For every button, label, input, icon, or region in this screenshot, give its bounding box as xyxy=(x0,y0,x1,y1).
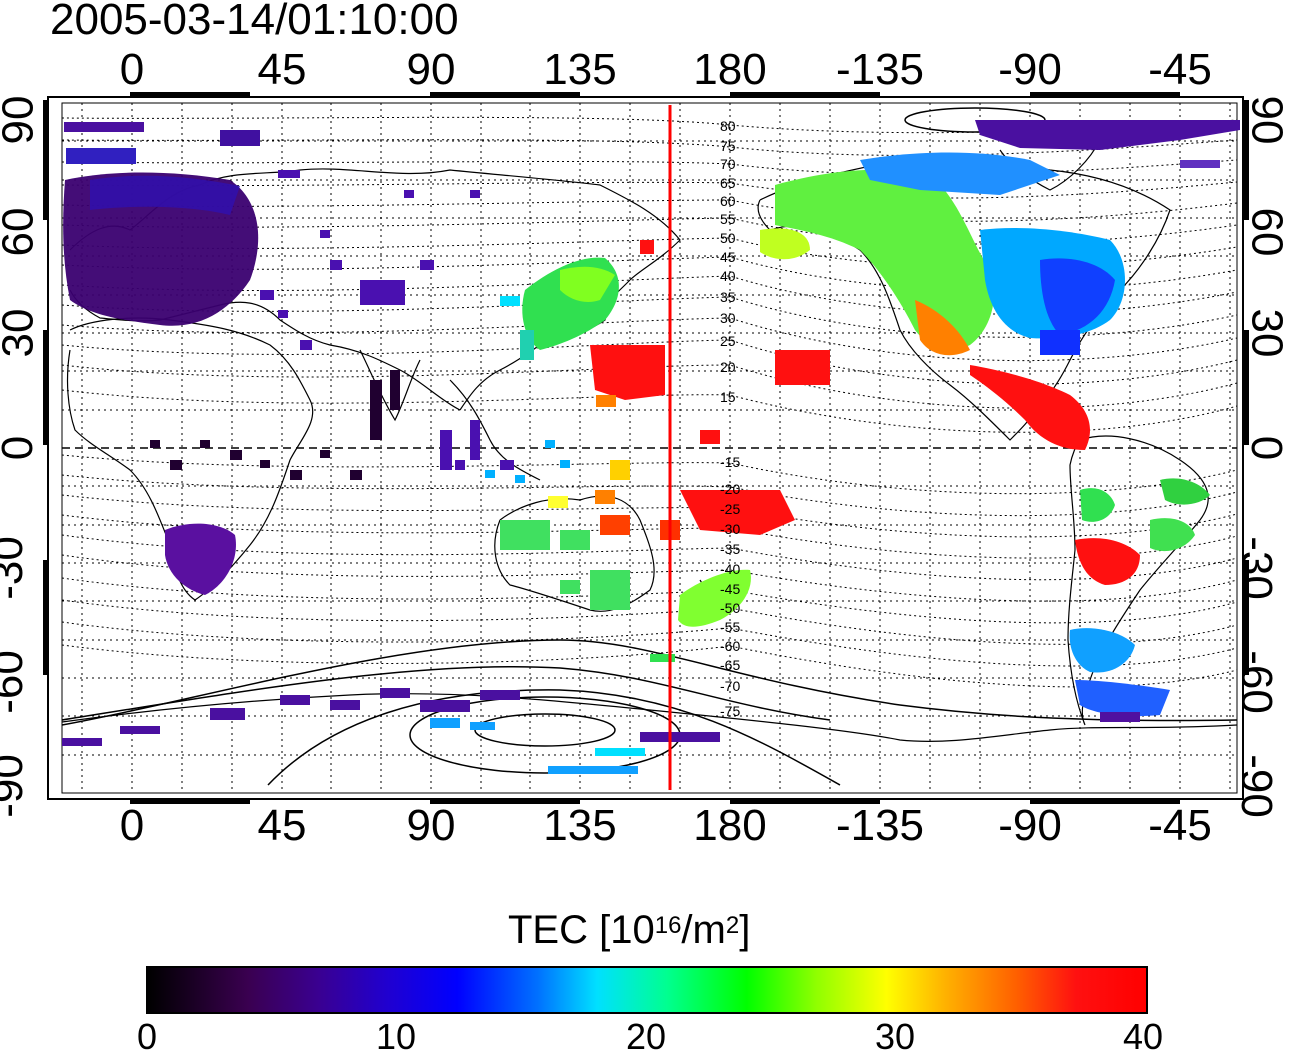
contour-label: 80 xyxy=(720,118,736,134)
contour-label: 50 xyxy=(720,230,736,246)
colorbar-tick: 30 xyxy=(874,1016,916,1057)
tec-data-patches xyxy=(62,120,1240,774)
contour-label: -25 xyxy=(720,501,740,517)
top-lon-tick: -45 xyxy=(1148,45,1212,94)
contour-label: -75 xyxy=(720,703,740,719)
contour-label: 70 xyxy=(720,156,736,172)
timestamp-title: 2005-03-14/01:10:00 xyxy=(50,0,459,44)
contour-label: -55 xyxy=(720,619,740,635)
contour-label: 45 xyxy=(720,249,736,265)
contour-label: 35 xyxy=(720,289,736,305)
bottom-lon-tick: 180 xyxy=(693,801,767,850)
top-lon-tick: 180 xyxy=(693,45,767,94)
contour-label: -40 xyxy=(720,561,740,577)
contour-label: -50 xyxy=(720,600,740,616)
colorbar-tick: 20 xyxy=(625,1016,667,1057)
contour-label: 20 xyxy=(720,359,736,375)
contour-label: -15 xyxy=(720,454,740,470)
bottom-lon-tick: 45 xyxy=(257,801,307,850)
tec-map: 80 75 70 65 60 55 50 45 40 35 30 25 20 1… xyxy=(43,92,1249,804)
contour-label: 75 xyxy=(720,138,736,154)
top-lon-tick: -135 xyxy=(835,45,925,94)
colorbar-title: TEC [1016/m2] xyxy=(508,908,751,952)
contour-label: -70 xyxy=(720,678,740,694)
bottom-lon-tick: 90 xyxy=(406,801,456,850)
contour-label: 40 xyxy=(720,268,736,284)
bottom-lon-tick: 135 xyxy=(543,801,617,850)
top-lon-tick: 45 xyxy=(257,45,307,94)
contour-label: 55 xyxy=(720,211,736,227)
contour-labels: 80 75 70 65 60 55 50 45 40 35 30 25 20 1… xyxy=(720,118,740,719)
contour-label: 15 xyxy=(720,389,736,405)
top-lon-tick: -90 xyxy=(998,45,1062,94)
contour-label: 25 xyxy=(720,333,736,349)
contour-label: -65 xyxy=(720,657,740,673)
contour-label: 30 xyxy=(720,310,736,326)
colorbar-tick: 40 xyxy=(1122,1016,1164,1057)
contour-label: -60 xyxy=(720,638,740,654)
colorbar-tick: 0 xyxy=(136,1016,158,1057)
top-lon-tick: 0 xyxy=(119,45,145,94)
contour-label: 65 xyxy=(720,175,736,191)
contour-label: -45 xyxy=(720,581,740,597)
bottom-lon-tick: -90 xyxy=(998,801,1062,850)
top-lon-tick: 135 xyxy=(543,45,617,94)
contour-label: -35 xyxy=(720,541,740,557)
contour-label: -20 xyxy=(720,481,740,497)
frame-tick-bars xyxy=(43,92,1249,804)
bottom-lon-tick: -135 xyxy=(835,801,925,850)
contour-label: -30 xyxy=(720,521,740,537)
contour-label: 60 xyxy=(720,193,736,209)
colorbar-tick: 10 xyxy=(375,1016,417,1057)
bottom-lon-tick: 0 xyxy=(119,801,145,850)
bottom-lon-tick: -45 xyxy=(1148,801,1212,850)
colorbar xyxy=(146,966,1148,1014)
top-lon-tick: 90 xyxy=(406,45,456,94)
